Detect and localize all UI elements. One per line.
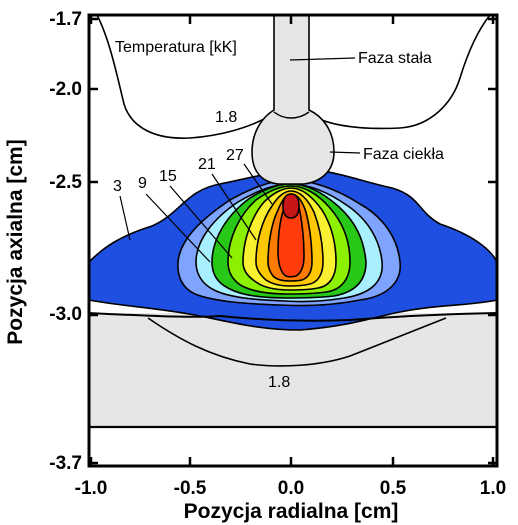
level-15-leader	[169, 185, 233, 259]
solid-liquid-interface	[273, 111, 310, 119]
y-tick-labels: -1.7 -2.0 -2.5 -3.0 -3.7	[49, 9, 82, 474]
plot-frame	[87, 13, 499, 468]
x-tick-label: -0.5	[174, 478, 207, 499]
temperature-label: Temperatura [kK]	[115, 39, 237, 56]
level-3-leader	[119, 195, 131, 241]
anode-surface-line	[88, 312, 498, 322]
solid-phase-leader	[289, 57, 356, 61]
x-tick-label: 0.5	[380, 478, 407, 499]
contour-label-1-8-top: 1.8	[215, 109, 237, 126]
cathode-solid-liquid	[251, 14, 335, 185]
anode-solid-region	[89, 313, 497, 427]
contour-label-9: 9	[138, 175, 147, 192]
liquid-phase-leader	[329, 151, 361, 154]
contour-level-30	[282, 193, 300, 219]
x-tick-label: 0.0	[278, 478, 304, 499]
contour-1-8-bottom	[147, 317, 447, 367]
y-tick-label: -3.0	[49, 304, 82, 325]
solid-phase-label: Faza stała	[358, 50, 432, 67]
y-tick-label: -3.7	[49, 453, 82, 474]
contour-label-3: 3	[113, 178, 122, 195]
liquid-phase-label: Faza ciekła	[363, 146, 444, 163]
y-axis-title: Pozycja axialna [cm]	[4, 139, 27, 344]
x-axis-title: Pozycja radialna [cm]	[184, 500, 399, 523]
contour-label-27: 27	[226, 147, 244, 164]
level-21-leader	[211, 173, 257, 241]
y-tick-label: -2.5	[49, 172, 82, 193]
x-tick-label: -1.0	[75, 478, 108, 499]
x-tick-label: 1.0	[480, 478, 506, 499]
contour-label-21: 21	[198, 156, 216, 173]
plot-area	[87, 13, 499, 468]
x-tick-labels: -1.0 -0.5 0.0 0.5 1.0	[75, 478, 507, 499]
level-9-leader	[145, 193, 211, 263]
y-tick-label: -2.0	[49, 79, 82, 100]
y-tick-label: -1.7	[49, 9, 82, 30]
level-27-leader	[243, 163, 273, 205]
contour-label-1-8-bottom: 1.8	[268, 374, 290, 391]
contour-label-15: 15	[159, 168, 177, 185]
